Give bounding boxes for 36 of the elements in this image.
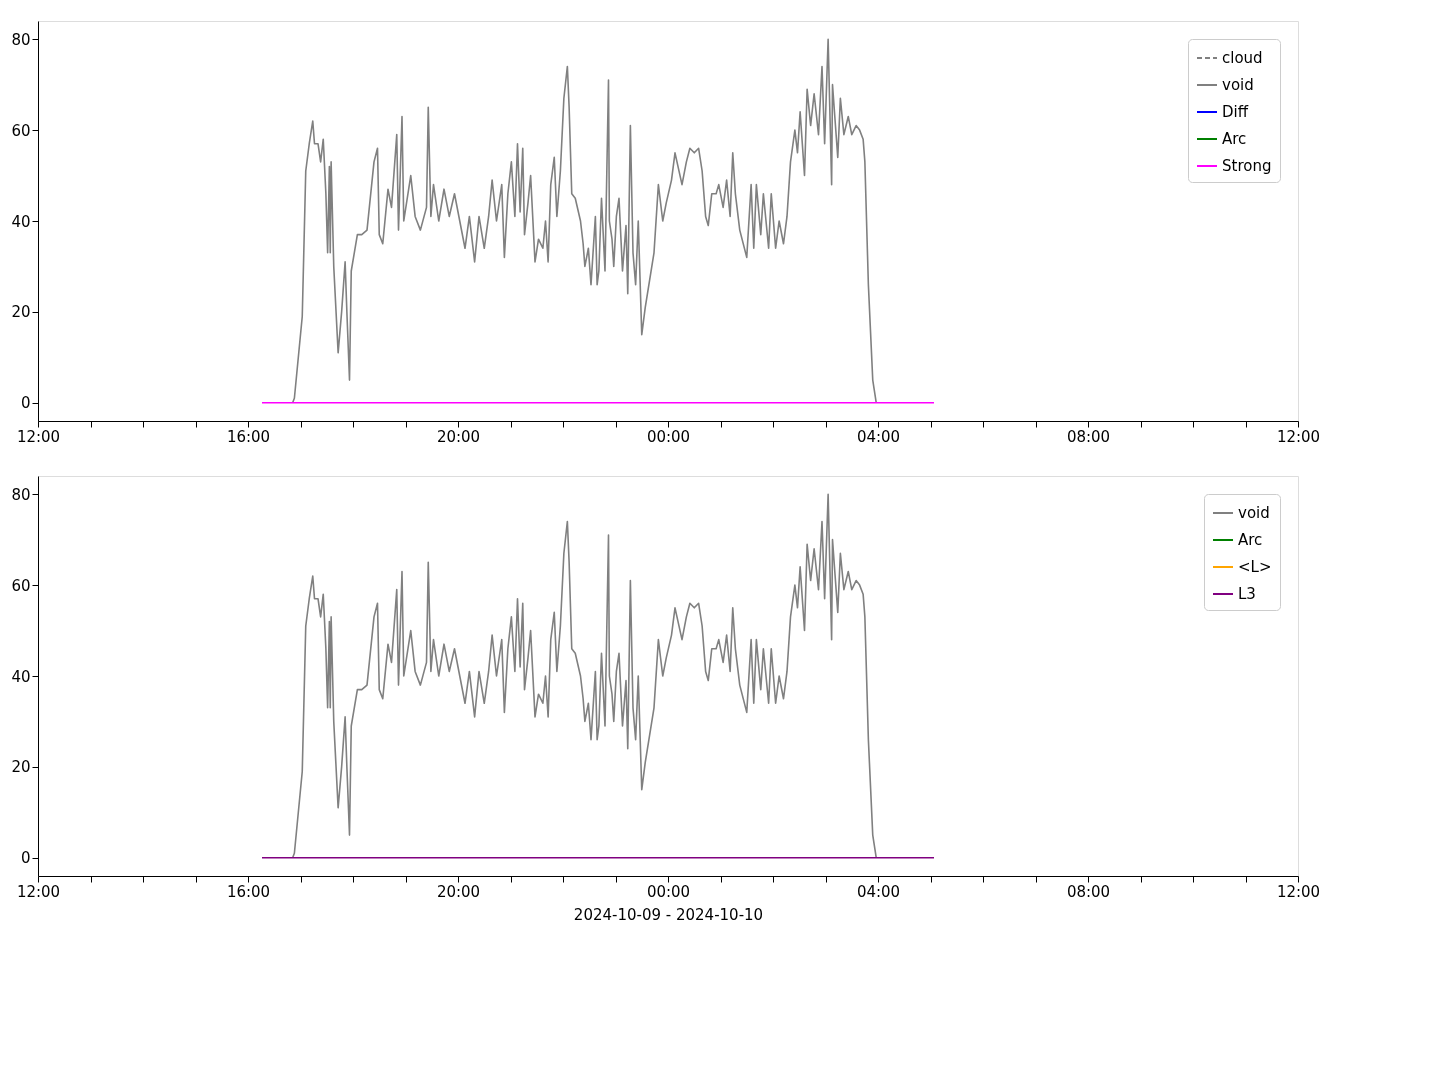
x-tick-label: 08:00 <box>1066 882 1111 901</box>
x-tick-label: 08:00 <box>1066 427 1111 446</box>
x-tick-label: 12:00 <box>1276 882 1321 901</box>
x-tick-label: 20:00 <box>436 427 481 446</box>
y-tick-label: 60 <box>11 576 31 595</box>
x-tick-label: 00:00 <box>646 882 691 901</box>
legend-label: Arc <box>1222 130 1247 148</box>
x-tick-label: 12:00 <box>16 427 61 446</box>
line-series <box>291 493 878 859</box>
x-tick-label: 12:00 <box>1276 427 1321 446</box>
legend-label: cloud <box>1222 49 1263 67</box>
legend-label: Strong <box>1222 157 1272 175</box>
y-tick-label: 60 <box>11 121 31 140</box>
legend-label: Arc <box>1238 531 1263 549</box>
legend-label: <L> <box>1238 558 1272 576</box>
legend-label: void <box>1238 504 1270 522</box>
y-tick-label: 80 <box>11 485 31 504</box>
x-tick-label: 04:00 <box>856 882 901 901</box>
y-tick-label: 40 <box>11 667 31 686</box>
y-tick-label: 40 <box>11 212 31 231</box>
line-series <box>291 38 878 404</box>
x-tick-label: 16:00 <box>226 427 271 446</box>
y-tick-label: 20 <box>11 303 31 322</box>
y-tick-label: 0 <box>20 394 31 413</box>
legend-label: Diff <box>1222 103 1249 121</box>
x-tick-label: 04:00 <box>856 427 901 446</box>
y-tick-label: 20 <box>11 758 31 777</box>
x-tick-label: 20:00 <box>436 882 481 901</box>
legend-label: L3 <box>1238 585 1256 603</box>
x-tick-label: 00:00 <box>646 427 691 446</box>
x-tick-label: 12:00 <box>16 882 61 901</box>
y-tick-label: 0 <box>20 849 31 868</box>
x-axis-title: 2024-10-09 - 2024-10-10 <box>573 905 764 924</box>
x-tick-label: 16:00 <box>226 882 271 901</box>
y-tick-label: 80 <box>11 30 31 49</box>
legend-label: void <box>1222 76 1254 94</box>
